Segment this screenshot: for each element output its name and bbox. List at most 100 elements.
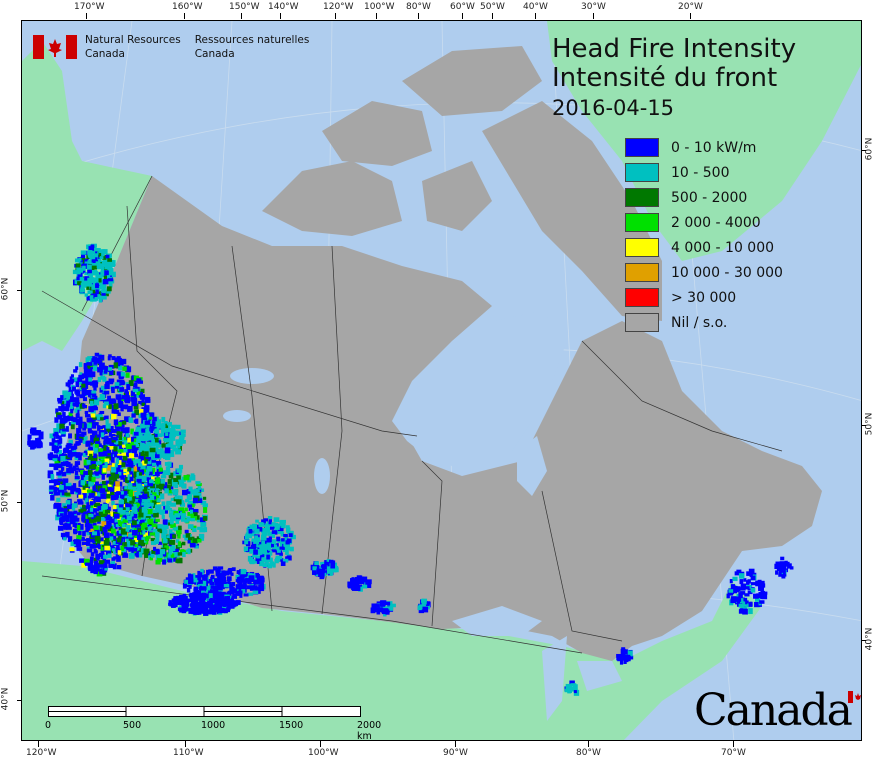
fire-pixel <box>90 544 96 549</box>
fire-pixel <box>73 528 78 534</box>
fire-pixel <box>100 385 107 390</box>
legend-label: Nil / s.o. <box>671 314 728 331</box>
fire-pixel <box>188 500 194 505</box>
fire-pixel <box>81 562 87 568</box>
fire-pixel <box>187 504 193 508</box>
fire-pixel <box>152 492 157 497</box>
fire-pixel <box>215 568 221 573</box>
fire-pixel <box>110 456 115 463</box>
fire-pixel <box>107 271 113 276</box>
fire-pixel <box>758 591 764 597</box>
fire-pixel <box>57 488 64 493</box>
fire-pixel <box>117 481 123 487</box>
fire-pixel <box>81 541 88 546</box>
fire-pixel <box>109 369 114 376</box>
fire-pixel <box>165 466 171 472</box>
fire-pixel <box>134 418 139 424</box>
fire-pixel <box>127 366 132 373</box>
fire-pixel <box>151 438 157 444</box>
fire-pixel <box>226 591 230 597</box>
fire-pixel <box>168 472 174 479</box>
fire-pixel <box>165 444 171 450</box>
fire-pixel <box>100 482 104 486</box>
fire-pixel <box>98 274 103 280</box>
fire-pixel <box>244 571 249 577</box>
fire-pixel <box>148 412 153 417</box>
fire-pixel <box>91 510 95 516</box>
fire-pixel <box>202 605 206 609</box>
fire-pixel <box>223 583 230 588</box>
fire-pixel <box>86 542 91 546</box>
fire-pixel <box>125 391 130 398</box>
fire-pixel <box>76 428 82 434</box>
fire-pixel <box>753 593 759 599</box>
fire-pixel <box>52 458 58 462</box>
fire-pixel <box>129 500 135 504</box>
fire-pixel <box>231 567 236 572</box>
fire-pixel <box>160 481 166 485</box>
fire-pixel <box>149 479 154 484</box>
fire-pixel <box>75 366 79 370</box>
fire-pixel <box>87 524 91 531</box>
fire-pixel <box>143 482 148 486</box>
fire-pixel <box>102 527 107 531</box>
fire-pixel <box>117 463 122 469</box>
fire-pixel <box>49 479 54 484</box>
fire-pixel <box>141 397 145 404</box>
fire-pixel <box>184 529 189 534</box>
fire-pixel <box>120 528 126 534</box>
fire-pixel <box>94 277 100 283</box>
fire-pixel <box>190 517 196 522</box>
fire-pixel <box>78 436 84 441</box>
fire-pixel <box>172 534 177 539</box>
fire-pixel <box>236 585 241 590</box>
fire-pixel <box>248 575 255 582</box>
fire-pixel <box>156 484 162 489</box>
fire-pixel <box>260 534 267 541</box>
fire-pixel <box>104 427 110 432</box>
fire-pixel <box>84 271 89 276</box>
fire-pixel <box>106 286 112 292</box>
fire-pixel <box>210 576 214 583</box>
fire-pixel <box>150 425 155 430</box>
fire-pixel <box>188 493 193 500</box>
lakes <box>223 368 622 721</box>
fire-pixel <box>112 441 118 445</box>
fire-pixel <box>263 518 269 522</box>
legend-item: 10 000 - 30 000 <box>625 260 783 285</box>
fire-pixel <box>146 465 153 472</box>
fire-pixel <box>251 559 258 564</box>
fire-pixel <box>127 437 131 443</box>
fire-pixel <box>73 369 78 373</box>
fire-pixel <box>173 477 179 483</box>
fire-pixel <box>98 253 104 258</box>
fire-pixel <box>167 469 171 476</box>
fire-pixel <box>95 496 101 503</box>
fire-pixel <box>123 528 130 532</box>
fire-pixel <box>219 574 225 581</box>
fire-pixel <box>318 571 323 578</box>
fire-pixel <box>133 466 138 472</box>
fire-pixel <box>136 472 143 479</box>
axis-tick-label: 80°W <box>406 2 431 12</box>
fire-pixel <box>785 561 790 566</box>
axis-tick-mark <box>184 13 185 19</box>
fire-pixel <box>103 445 108 451</box>
fire-pixel <box>187 489 192 494</box>
fire-pixel <box>101 291 106 296</box>
fire-pixel <box>84 523 90 528</box>
fire-pixel <box>422 606 429 613</box>
axis-tick-mark <box>862 425 866 426</box>
fire-pixel <box>141 498 147 503</box>
axis-tick-label: 40°N <box>864 627 875 651</box>
fire-pixel <box>623 649 628 655</box>
fire-pixel <box>38 431 44 435</box>
fire-pixel <box>80 523 84 530</box>
fire-pixel <box>235 591 240 596</box>
fire-pixel <box>134 383 138 388</box>
legend-swatch <box>625 138 659 157</box>
fire-pixel <box>66 461 71 468</box>
fire-pixel <box>145 398 151 403</box>
fire-pixel <box>144 552 149 558</box>
fire-pixel <box>166 500 172 506</box>
